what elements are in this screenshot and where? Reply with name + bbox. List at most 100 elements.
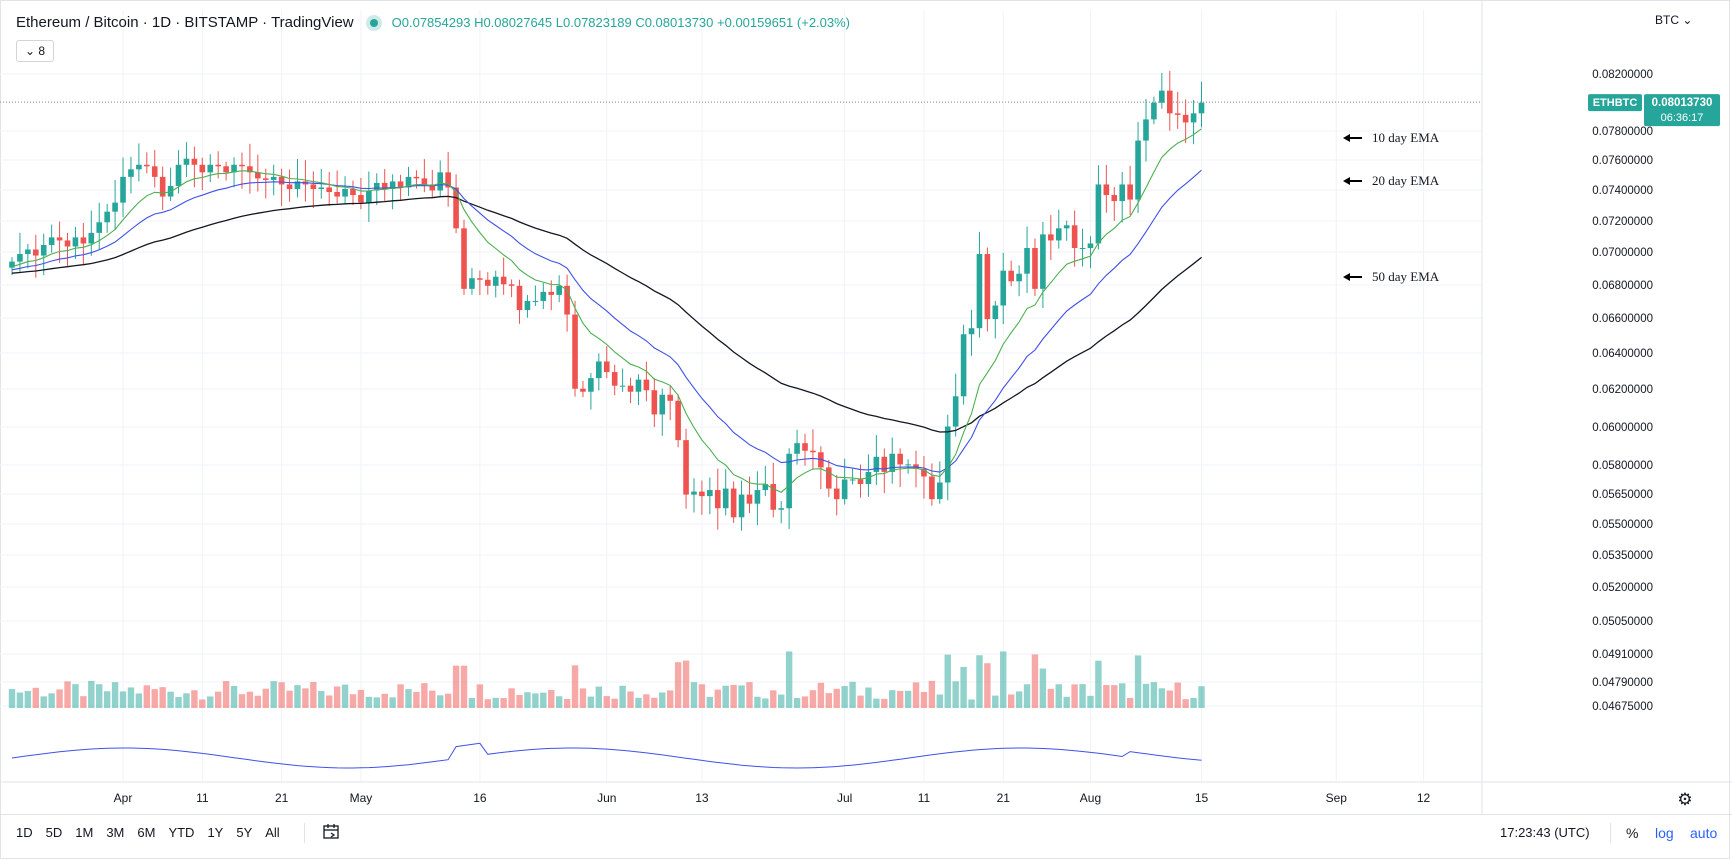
y-tick-label: 0.07200000 (1592, 216, 1653, 228)
candle-body (992, 305, 999, 320)
candle-body (1151, 102, 1157, 120)
volume-bar (579, 688, 587, 708)
candle-body (437, 172, 444, 191)
volume-bar (24, 691, 32, 708)
candle-body (469, 278, 475, 289)
symbol-title[interactable]: Ethereum / Bitcoin · 1D · BITSTAMP · Tra… (16, 14, 354, 31)
candle-body (112, 202, 118, 212)
volume-bar (397, 684, 404, 708)
volume-bar (341, 684, 349, 708)
range-1d[interactable]: 1D (16, 825, 33, 840)
volume-bar (318, 691, 325, 708)
range-all[interactable]: All (265, 825, 280, 840)
volume-bar (825, 693, 832, 708)
date-range-calendar-icon[interactable] (322, 823, 340, 841)
price-chart[interactable]: 0.08200000 0.07800000 0.07600000 0.07400000… (0, 0, 1732, 814)
volume-bar (310, 682, 317, 708)
volume-bar (666, 690, 674, 708)
range-1y[interactable]: 1Y (207, 825, 224, 840)
currency-button[interactable]: BTC ⌄ (1655, 13, 1693, 27)
volume-bar (770, 690, 777, 708)
y-tick-label: 0.06200000 (1592, 384, 1653, 396)
utc-clock[interactable]: 17:23:43 (UTC) (1500, 825, 1590, 840)
volume-bar (1103, 685, 1110, 708)
volume-bar (270, 681, 277, 708)
range-6m[interactable]: 6M (137, 825, 156, 840)
range-1m[interactable]: 1M (75, 825, 94, 840)
candle-body (683, 440, 689, 495)
volume-bar (603, 696, 610, 708)
volume-bar (920, 691, 928, 708)
candle-body (841, 479, 848, 500)
candle-body (746, 494, 753, 504)
ema-annotation-label: 10 day EMA (1372, 130, 1440, 145)
candle-body (1048, 234, 1054, 241)
volume-bar (437, 695, 444, 708)
chart-grid (0, 0, 1732, 814)
log-scale-toggle[interactable]: log (1655, 825, 1674, 841)
x-tick-label: Jun (597, 791, 616, 805)
volume-bar (1000, 651, 1007, 708)
candle-body (223, 166, 229, 173)
x-tick-label: Jul (837, 791, 852, 805)
y-tick-label: 0.06000000 (1592, 422, 1653, 434)
volume-bar (238, 694, 246, 708)
candle-body (881, 456, 888, 472)
volume-bar (635, 697, 642, 708)
candle-body (564, 285, 570, 315)
volume-bar (833, 688, 840, 708)
candle-body (231, 164, 237, 173)
candle-body (191, 158, 198, 165)
candle-body (1127, 184, 1133, 200)
volume-bar (405, 689, 412, 708)
y-tick-label: 0.08200000 (1592, 69, 1653, 81)
volume-bar (881, 698, 888, 708)
range-5d[interactable]: 5D (45, 825, 63, 840)
volume-bar (706, 696, 714, 708)
candle-body (603, 361, 610, 373)
volume-bar (373, 697, 380, 708)
candle-body (326, 187, 332, 193)
candle-body (786, 453, 792, 509)
arrowhead-icon (1343, 134, 1350, 142)
candle-body (960, 334, 967, 397)
volume-bar (1150, 682, 1158, 708)
range-ytd[interactable]: YTD (168, 825, 195, 840)
volume-bar (682, 660, 690, 708)
candle-body (445, 172, 451, 188)
candle-body (1166, 90, 1173, 114)
candle-body (802, 443, 808, 451)
volume-bar (143, 685, 151, 708)
y-tick-label: 0.04790000 (1592, 677, 1653, 689)
volume-bar (1119, 683, 1126, 708)
candle-body (738, 494, 745, 518)
last-price-badge: ETHBTC 0.08013730 06:36:17 (0, 94, 1720, 127)
range-5y[interactable]: 5Y (236, 825, 253, 840)
candle-body (754, 490, 761, 504)
y-tick-label: 0.04910000 (1592, 649, 1653, 661)
candle-body (548, 291, 555, 295)
chevron-down-icon: ⌄ (25, 44, 36, 58)
volume-bar (286, 690, 293, 708)
percent-scale-toggle[interactable]: % (1626, 825, 1639, 841)
volume-bar (357, 689, 365, 708)
candle-body (905, 464, 911, 466)
candle-body (984, 254, 991, 320)
candle-body (921, 468, 927, 477)
volume-bar (1015, 691, 1023, 708)
y-tick-label: 0.06600000 (1592, 313, 1653, 325)
volume-bar (611, 698, 618, 708)
volume-bar (8, 689, 16, 708)
volume-bar (64, 681, 71, 708)
volume-bar (389, 697, 396, 708)
volume-bar (936, 694, 944, 708)
volume-bar (571, 665, 579, 708)
volume-bar (1166, 690, 1173, 708)
volume-bar (429, 690, 436, 708)
candle-body (9, 261, 15, 268)
range-3m[interactable]: 3M (106, 825, 125, 840)
indicators-toggle-button[interactable]: ⌄ 8 (16, 40, 55, 62)
auto-scale-toggle[interactable]: auto (1690, 825, 1718, 841)
volume-bar (381, 693, 388, 708)
candle-body (889, 453, 896, 472)
